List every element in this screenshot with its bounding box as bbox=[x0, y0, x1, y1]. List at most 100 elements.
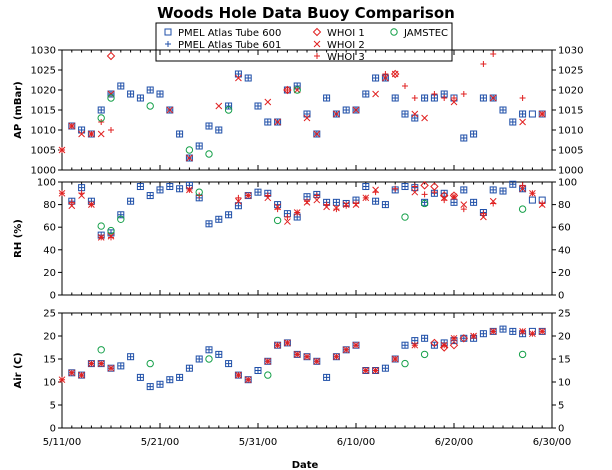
data-point bbox=[343, 202, 350, 209]
data-point bbox=[88, 360, 95, 367]
data-point bbox=[441, 95, 448, 101]
data-point bbox=[235, 194, 242, 201]
y-tick-label-right: 60 bbox=[558, 223, 571, 234]
y-tick-label-right: 1005 bbox=[558, 146, 583, 157]
data-point bbox=[97, 222, 105, 230]
y-tick-label-right: 20 bbox=[558, 268, 571, 279]
data-point bbox=[117, 362, 124, 369]
data-point bbox=[245, 75, 252, 81]
data-point bbox=[245, 192, 252, 199]
data-point bbox=[215, 216, 222, 223]
y-tick-label-right: 10 bbox=[558, 378, 571, 389]
y-tick-label-right: 5 bbox=[558, 401, 564, 412]
data-point bbox=[519, 95, 526, 101]
data-point bbox=[420, 199, 429, 208]
data-point bbox=[166, 106, 174, 114]
y-tick-label-right: 1020 bbox=[558, 86, 583, 97]
data-point bbox=[480, 210, 487, 217]
panel-frame bbox=[61, 312, 553, 429]
data-point bbox=[382, 74, 389, 82]
data-point bbox=[146, 359, 154, 368]
y-tick-label-left: 0 bbox=[50, 291, 56, 302]
data-point bbox=[441, 190, 448, 197]
data-point bbox=[411, 342, 418, 349]
data-point bbox=[323, 201, 330, 208]
data-point bbox=[196, 356, 203, 362]
legend-marker-pmel-atlas-tube-601 bbox=[165, 41, 171, 47]
data-point bbox=[206, 220, 212, 227]
series-whoi-3 bbox=[59, 51, 546, 153]
legend-marker-pmel-atlas-tube-600 bbox=[164, 28, 172, 36]
data-point bbox=[137, 95, 144, 101]
data-point bbox=[235, 71, 242, 77]
series-whoi-1 bbox=[430, 334, 469, 352]
data-point bbox=[303, 114, 311, 122]
data-point bbox=[411, 183, 418, 190]
data-point bbox=[392, 356, 399, 362]
data-point bbox=[225, 211, 232, 218]
data-point bbox=[98, 119, 105, 125]
data-point bbox=[333, 206, 340, 213]
data-point bbox=[509, 119, 516, 125]
data-point bbox=[391, 70, 399, 78]
data-point bbox=[157, 381, 163, 388]
y-tick-label-left: 1030 bbox=[31, 46, 56, 57]
data-point bbox=[382, 201, 389, 208]
data-point bbox=[480, 330, 487, 337]
data-point bbox=[362, 91, 369, 97]
data-point bbox=[372, 367, 379, 374]
data-point bbox=[401, 213, 409, 221]
data-point bbox=[411, 110, 419, 118]
y-tick-label-right: 20 bbox=[558, 332, 571, 343]
data-point bbox=[500, 107, 506, 113]
data-point bbox=[117, 215, 125, 223]
data-point bbox=[225, 103, 232, 109]
y-tick-label-left: 1025 bbox=[31, 66, 56, 77]
data-point bbox=[97, 346, 105, 354]
y-axis-label: RH (%) bbox=[13, 219, 24, 258]
data-point bbox=[88, 131, 95, 137]
data-point bbox=[273, 216, 282, 225]
series-whoi-3 bbox=[59, 328, 546, 383]
legend-label: JAMSTEC bbox=[403, 28, 448, 39]
y-tick-label-right: 1025 bbox=[558, 66, 583, 77]
data-point bbox=[323, 95, 330, 101]
data-point bbox=[470, 333, 477, 339]
panel-2: 0 0 20 20 40 40 60 60 80 80 100 100 RH (%) bbox=[13, 178, 577, 302]
data-point bbox=[98, 234, 105, 241]
data-point bbox=[284, 87, 291, 93]
data-point bbox=[362, 194, 369, 201]
data-point bbox=[420, 350, 429, 359]
data-point bbox=[68, 369, 75, 376]
data-point bbox=[59, 190, 65, 197]
data-point bbox=[529, 330, 536, 337]
data-point bbox=[78, 130, 85, 138]
legend-label: PMEL Atlas Tube 600 bbox=[178, 28, 281, 39]
data-point bbox=[490, 328, 497, 335]
data-point bbox=[519, 118, 526, 126]
data-point bbox=[293, 86, 301, 94]
data-point bbox=[264, 192, 271, 199]
y-tick-label-left: 1010 bbox=[31, 126, 56, 137]
data-point bbox=[421, 335, 428, 342]
data-point bbox=[431, 91, 438, 97]
data-point bbox=[372, 198, 379, 205]
data-point bbox=[500, 188, 506, 195]
data-point bbox=[500, 326, 506, 333]
data-point bbox=[519, 111, 526, 117]
y-tick-label-right: 80 bbox=[558, 200, 571, 211]
data-point bbox=[294, 209, 301, 216]
data-point bbox=[68, 202, 76, 210]
series-whoi-3 bbox=[59, 182, 546, 241]
x-tick-label: 6/20/00 bbox=[435, 437, 474, 448]
y-tick-label-right: 100 bbox=[558, 178, 577, 189]
data-point bbox=[362, 367, 369, 374]
x-tick-label: 6/30/00 bbox=[533, 437, 572, 448]
data-point bbox=[362, 183, 369, 190]
data-point bbox=[313, 358, 320, 365]
data-point bbox=[392, 95, 399, 101]
data-point bbox=[264, 98, 272, 106]
data-point bbox=[430, 338, 439, 348]
data-point bbox=[264, 358, 271, 365]
legend-marker-whoi-1 bbox=[312, 27, 322, 37]
